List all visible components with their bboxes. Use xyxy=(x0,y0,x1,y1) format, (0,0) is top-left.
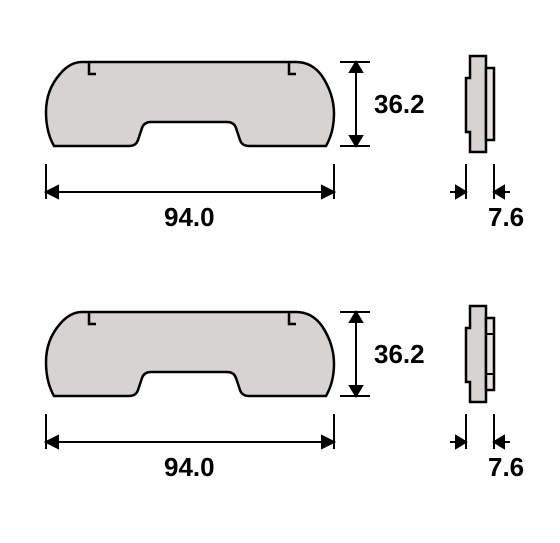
pad-bottom-group xyxy=(46,306,510,449)
label-thick-bottom: 7.6 xyxy=(488,452,524,483)
dim-width-top xyxy=(46,164,334,199)
dim-height-bottom xyxy=(340,312,370,396)
label-height-top: 36.2 xyxy=(374,89,425,120)
dim-width-bottom xyxy=(46,414,334,449)
label-width-top: 94.0 xyxy=(164,202,215,233)
pad-bottom-side xyxy=(466,306,494,402)
dim-height-top xyxy=(340,62,370,146)
label-width-bottom: 94.0 xyxy=(164,452,215,483)
label-height-bottom: 36.2 xyxy=(374,339,425,370)
pad-top-group xyxy=(46,56,510,199)
diagram-svg xyxy=(24,24,536,519)
dim-thick-bottom xyxy=(450,414,510,449)
dim-thick-top xyxy=(450,164,510,199)
pad-top-side xyxy=(466,56,494,152)
label-thick-top: 7.6 xyxy=(488,202,524,233)
brake-pad-diagram: 36.2 94.0 7.6 36.2 94.0 7.6 xyxy=(24,24,536,519)
diagram-canvas: 36.2 94.0 7.6 36.2 94.0 7.6 xyxy=(0,0,560,543)
